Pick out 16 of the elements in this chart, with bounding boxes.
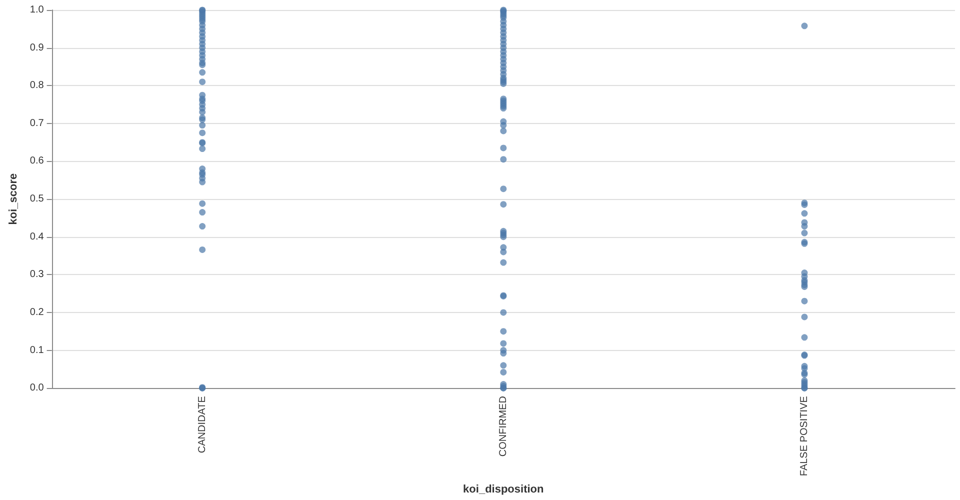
y-tick-label: 0.5 <box>30 194 44 205</box>
y-axis-title: koi_score <box>8 173 20 225</box>
y-tick-label: 0.8 <box>30 80 44 92</box>
y-tick-label: 0.7 <box>30 118 44 129</box>
x-tick-label: FALSE POSITIVE <box>798 396 810 476</box>
y-tick-label: 0.2 <box>30 306 44 318</box>
y-tick-label: 0.3 <box>30 269 44 280</box>
y-tick-label: 0.9 <box>30 42 44 54</box>
y-tick-label: 0.1 <box>30 344 44 356</box>
y-tick-label: 0.4 <box>30 231 44 242</box>
x-tick-label: CONFIRMED <box>498 396 509 457</box>
y-tick-label: 0.0 <box>30 382 44 394</box>
x-tick-label: CANDIDATE <box>196 396 208 454</box>
y-tick-label: 0.6 <box>30 156 44 167</box>
x-axis-title: koi_disposition <box>463 484 544 496</box>
y-tick-label: 1.0 <box>30 4 44 16</box>
